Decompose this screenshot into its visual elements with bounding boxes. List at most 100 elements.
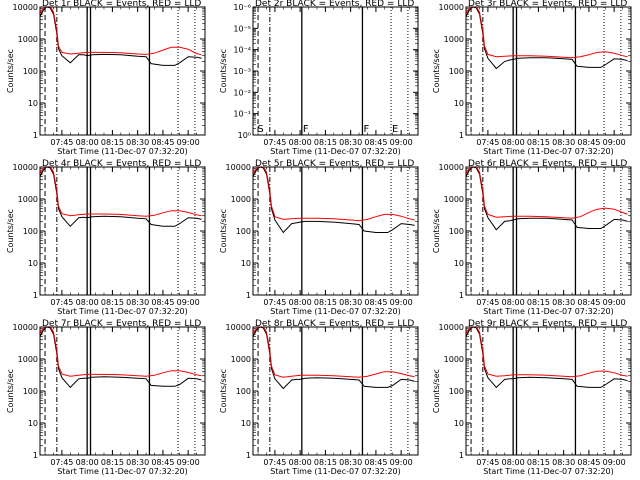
x-axis-label: Start Time (11-Dec-07 07:32:20) xyxy=(270,307,401,316)
plot-frame xyxy=(252,166,419,296)
x-axis-label: Start Time (11-Dec-07 07:32:20) xyxy=(57,147,188,156)
plot-frame xyxy=(252,6,419,136)
x-tick-label: 08:45 xyxy=(577,138,600,147)
series-lld-line xyxy=(466,327,628,378)
x-tick-label: 07:45 xyxy=(263,138,286,147)
x-tick-label: 07:45 xyxy=(476,138,499,147)
x-tick-label: 08:30 xyxy=(339,458,362,467)
y-axis-label: Counts/sec xyxy=(219,49,228,93)
x-tick-label: 09:00 xyxy=(390,298,413,307)
series-lld-line xyxy=(40,7,202,56)
y-tick-label: 100 xyxy=(236,387,251,396)
chart-panel-4: Det 4r BLACK = Events, RED = LLD 1 10 100 10… xyxy=(6,159,206,316)
y-tick-label: 100 xyxy=(23,227,38,236)
x-tick-label: 09:00 xyxy=(177,458,200,467)
y-tick-label: 10000 xyxy=(439,323,464,332)
x-axis-label: Start Time (11-Dec-07 07:32:20) xyxy=(270,147,401,156)
chart-panel-6: Det 6r BLACK = Events, RED = LLD 1 10 100 10… xyxy=(432,159,632,316)
x-axis-label: Start Time (11-Dec-07 07:32:20) xyxy=(483,307,614,316)
y-tick-label: 10000 xyxy=(439,3,464,12)
x-tick-label: 07:45 xyxy=(476,298,499,307)
x-tick-label: 08:30 xyxy=(339,298,362,307)
x-tick-label: 08:30 xyxy=(552,298,575,307)
y-axis-label: Counts/sec xyxy=(6,49,15,93)
y-tick-label: 1 xyxy=(33,451,38,460)
series-lld-line xyxy=(40,327,202,377)
series-group xyxy=(40,7,202,66)
y-tick-label: 10 xyxy=(28,419,38,428)
x-tick-label: 08:30 xyxy=(552,458,575,467)
plot-frame xyxy=(39,326,206,456)
plot-frame xyxy=(465,6,632,136)
y-tick-label: 1 xyxy=(246,291,251,300)
y-tick-label: 10 xyxy=(454,259,464,268)
x-tick-label: 09:00 xyxy=(603,298,626,307)
y-tick-label: 1000 xyxy=(444,35,464,44)
y-tick-label: 100 xyxy=(23,67,38,76)
x-tick-label: 09:00 xyxy=(390,458,413,467)
chart-title: Det 2r BLACK = Events, RED = LLD xyxy=(255,0,414,9)
x-tick-label: 08:00 xyxy=(76,298,99,307)
series-events-line xyxy=(466,7,628,70)
series-group xyxy=(466,7,628,70)
y-tick-label: 10000 xyxy=(13,3,38,12)
x-tick-label: 08:30 xyxy=(552,138,575,147)
x-tick-label: 08:15 xyxy=(314,298,337,307)
plot-frame xyxy=(252,326,419,456)
y-tick-label: 1000 xyxy=(444,195,464,204)
chart-panel-3: Det 3r BLACK = Events, RED = LLD 1 10 100 10… xyxy=(432,0,632,156)
y-axis-label: Counts/sec xyxy=(219,369,228,413)
series-events-line xyxy=(40,327,202,389)
chart-title: Det 5r BLACK = Events, RED = LLD xyxy=(255,159,414,169)
x-tick-label: 09:00 xyxy=(177,138,200,147)
x-tick-label: 08:45 xyxy=(577,298,600,307)
x-tick-label: 08:00 xyxy=(502,138,525,147)
x-axis-label: Start Time (11-Dec-07 07:32:20) xyxy=(57,467,188,476)
y-tick-label: 10⁻³ xyxy=(233,67,251,76)
x-tick-label: 08:45 xyxy=(577,458,600,467)
y-tick-label: 10⁻⁵ xyxy=(233,24,251,33)
y-tick-label: 10000 xyxy=(439,163,464,172)
y-tick-label: 1 xyxy=(33,291,38,300)
series-group xyxy=(253,327,415,390)
chart-panel-2: Det 2r BLACK = Events, RED = LLD 10⁰ 10⁻¹ 1… xyxy=(219,0,419,156)
x-tick-label: 08:00 xyxy=(76,138,99,147)
y-axis-label: Counts/sec xyxy=(432,369,441,413)
x-tick-label: 08:00 xyxy=(76,458,99,467)
y-tick-label: 1 xyxy=(459,131,464,140)
x-axis-label: Start Time (11-Dec-07 07:32:20) xyxy=(57,307,188,316)
y-tick-label: 10 xyxy=(28,99,38,108)
series-events-line xyxy=(40,167,202,228)
y-tick-label: 10000 xyxy=(226,163,251,172)
series-lld-line xyxy=(466,167,628,219)
y-tick-label: 10⁻⁴ xyxy=(233,46,251,55)
y-tick-label: 10⁻¹ xyxy=(233,110,251,119)
x-tick-label: 08:45 xyxy=(151,458,174,467)
plot-frame xyxy=(39,166,206,296)
y-axis-label: Counts/sec xyxy=(432,209,441,253)
y-tick-label: 1000 xyxy=(18,195,38,204)
x-tick-label: 08:00 xyxy=(289,458,312,467)
chart-panel-5: Det 5r BLACK = Events, RED = LLD 1 10 100 10… xyxy=(219,159,419,316)
event-marker-label: E xyxy=(392,124,398,135)
x-tick-label: 08:15 xyxy=(527,298,550,307)
y-axis-label: Counts/sec xyxy=(219,209,228,253)
plot-frame xyxy=(465,326,632,456)
y-tick-label: 10⁻⁶ xyxy=(233,3,251,12)
y-tick-label: 100 xyxy=(449,387,464,396)
y-tick-label: 10 xyxy=(28,259,38,268)
x-tick-label: 08:15 xyxy=(101,458,124,467)
x-tick-label: 07:45 xyxy=(263,298,286,307)
series-events-line xyxy=(253,167,415,234)
series-events-line xyxy=(466,327,628,389)
chart-title: Det 8r BLACK = Events, RED = LLD xyxy=(255,319,414,329)
y-tick-label: 10000 xyxy=(13,163,38,172)
y-tick-label: 100 xyxy=(23,387,38,396)
series-group xyxy=(466,167,628,231)
series-events-line xyxy=(253,327,415,390)
plot-frame xyxy=(39,6,206,136)
x-tick-label: 08:45 xyxy=(364,298,387,307)
series-group xyxy=(466,327,628,389)
x-tick-label: 08:00 xyxy=(289,298,312,307)
